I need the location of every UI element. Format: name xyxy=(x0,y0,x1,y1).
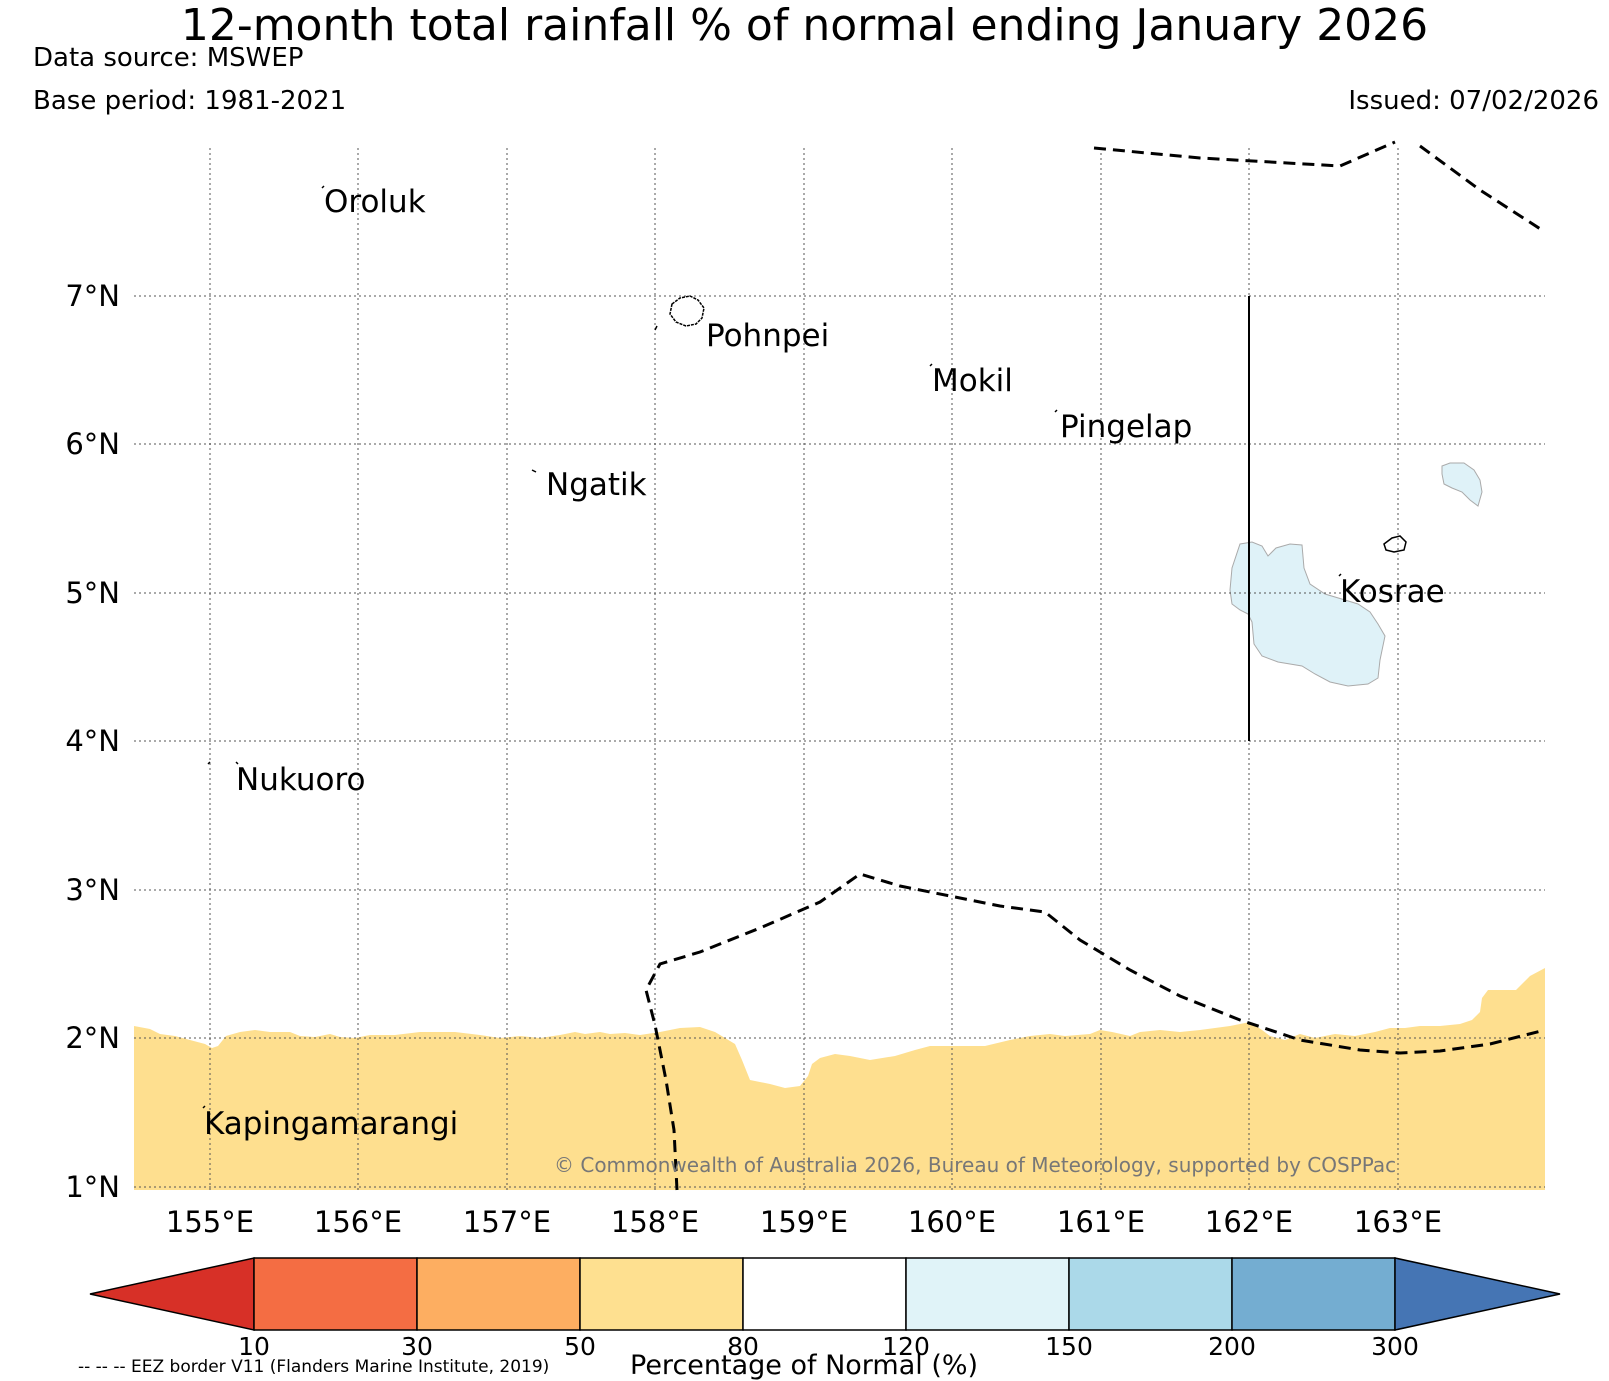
gridlines xyxy=(134,148,1545,1190)
place-label-oroluk: Oroluk xyxy=(324,184,426,220)
rainfall-patch-120-150-north xyxy=(1441,462,1483,507)
place-label-pingelap: Pingelap xyxy=(1060,409,1192,445)
lat-tick-label: 6°N xyxy=(65,427,120,461)
place-label-nukuoro: Nukuoro xyxy=(236,762,365,798)
place-label-ngatik: Ngatik xyxy=(546,467,647,503)
place-label-kosrae: Kosrae xyxy=(1340,574,1445,610)
colorbar-extend-low xyxy=(89,1257,255,1331)
colorbar-ticks: 10 30 50 80 120 150 200 300 xyxy=(238,1332,1419,1361)
data-source-label: Data source: MSWEP xyxy=(33,43,304,73)
lat-tick-label: 1°N xyxy=(65,1170,120,1204)
colorbar-segment xyxy=(416,1257,581,1331)
colorbar-tick-label: 200 xyxy=(1208,1332,1256,1361)
issued-date-label: Issued: 07/02/2026 xyxy=(1348,86,1599,116)
lon-tick-label: 159°E xyxy=(760,1205,848,1239)
rainfall-band-50-80 xyxy=(134,968,1545,1190)
lon-tick-label: 160°E xyxy=(908,1205,996,1239)
place-label-kapingamarangi: Kapingamarangi xyxy=(204,1106,458,1142)
eez-legend-note: -- -- -- EEZ border V11 (Flanders Marine… xyxy=(78,1357,550,1377)
lat-tick-label: 2°N xyxy=(65,1021,120,1055)
base-period-label: Base period: 1981-2021 xyxy=(33,86,347,116)
lat-tick-label: 7°N xyxy=(65,279,120,313)
island-outlines xyxy=(202,185,1407,1109)
colorbar-segment xyxy=(1068,1257,1233,1331)
copyright-credit: © Commonwealth of Australia 2026, Bureau… xyxy=(554,1153,1396,1177)
lon-tick-label: 163°E xyxy=(1354,1205,1442,1239)
colorbar-tick-label: 120 xyxy=(882,1332,930,1361)
colorbar-tick-label: 300 xyxy=(1371,1332,1419,1361)
colorbar-segment xyxy=(1231,1257,1396,1331)
lon-tick-label: 161°E xyxy=(1057,1205,1145,1239)
lat-tick-label: 5°N xyxy=(65,576,120,610)
lon-tick-label: 155°E xyxy=(166,1205,254,1239)
lat-tick-label: 4°N xyxy=(65,724,120,758)
place-label-mokil: Mokil xyxy=(932,363,1013,399)
latitude-axis: 7°N 6°N 5°N 4°N 3°N 2°N 1°N xyxy=(65,279,120,1204)
colorbar-tick-label: 30 xyxy=(401,1332,433,1361)
lon-tick-label: 158°E xyxy=(611,1205,699,1239)
colorbar-segment xyxy=(742,1257,907,1331)
colorbar xyxy=(89,1257,1561,1331)
colorbar-segment xyxy=(905,1257,1070,1331)
colorbar-title: Percentage of Normal (%) xyxy=(630,1350,979,1381)
colorbar-tick-label: 10 xyxy=(238,1332,270,1361)
place-label-pohnpei: Pohnpei xyxy=(706,318,829,354)
lon-tick-label: 162°E xyxy=(1205,1205,1293,1239)
colorbar-extend-high xyxy=(1394,1257,1561,1331)
lon-tick-label: 156°E xyxy=(314,1205,402,1239)
longitude-axis: 155°E 156°E 157°E 158°E 159°E 160°E 161°… xyxy=(166,1205,1442,1239)
kosrae-island xyxy=(1383,535,1407,553)
lon-tick-label: 157°E xyxy=(463,1205,551,1239)
pohnpei-island xyxy=(669,295,705,327)
colorbar-segment xyxy=(253,1257,418,1331)
rainfall-patch-120-150 xyxy=(1229,541,1386,687)
colorbar-tick-label: 50 xyxy=(564,1332,596,1361)
colorbar-tick-label: 150 xyxy=(1045,1332,1093,1361)
map-title: 12-month total rainfall % of normal endi… xyxy=(180,0,1429,51)
colorbar-segment xyxy=(579,1257,744,1331)
colorbar-tick-label: 80 xyxy=(727,1332,759,1361)
lat-tick-label: 3°N xyxy=(65,873,120,907)
eez-border xyxy=(644,140,1546,1191)
